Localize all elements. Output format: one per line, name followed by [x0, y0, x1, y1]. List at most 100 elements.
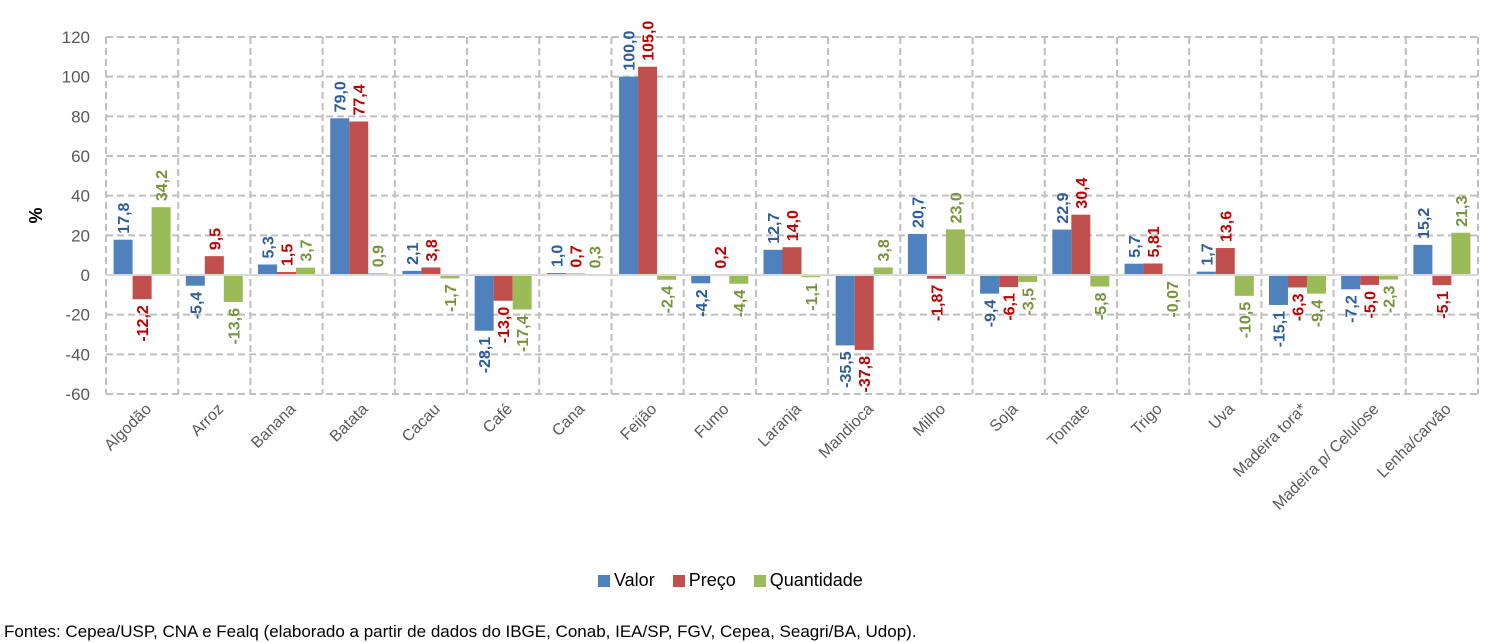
data-label-valor: -28,1	[477, 337, 494, 374]
data-label-quantidade: 0,3	[587, 246, 604, 268]
data-label-preço: -6,3	[1290, 293, 1307, 321]
data-label-preço: 0,2	[713, 246, 730, 268]
y-tick-label: 80	[71, 107, 90, 126]
bar-preço	[493, 275, 513, 301]
y-tick-label: 120	[62, 28, 90, 47]
data-label-quantidade: 34,2	[154, 170, 171, 201]
x-category-label: Soja	[987, 401, 1022, 436]
y-tick-label: 0	[81, 266, 90, 285]
legend-label-preco: Preço	[688, 570, 736, 590]
bar-quantidade	[657, 275, 677, 280]
data-label-quantidade: -9,4	[1309, 300, 1326, 328]
x-category-label: Uva	[1206, 401, 1238, 433]
data-label-quantidade: -13,6	[226, 308, 243, 345]
x-category-label: Laranja	[755, 401, 805, 451]
data-label-quantidade: 21,3	[1454, 196, 1471, 227]
data-label-valor: 5,3	[261, 236, 278, 258]
data-label-preço: 1,5	[280, 244, 297, 266]
bar-valor	[835, 275, 855, 346]
y-tick-label: 40	[71, 187, 90, 206]
x-category-label: Feijão	[618, 401, 661, 444]
bar-valor	[474, 275, 494, 331]
y-tick-label: -40	[65, 345, 90, 364]
bar-preço	[349, 121, 369, 276]
data-label-valor: 20,7	[910, 197, 927, 228]
data-label-preço: -13,0	[496, 307, 513, 344]
x-category-label: Arroz	[188, 401, 227, 440]
bar-preço	[132, 275, 152, 300]
bar-preço	[204, 256, 224, 275]
bar-preço	[854, 275, 874, 350]
data-label-valor: 100,0	[622, 31, 639, 71]
bar-quantidade	[1379, 275, 1399, 280]
bar-preço	[1432, 275, 1452, 286]
data-label-valor: 2,1	[405, 242, 422, 264]
data-label-quantidade: 3,7	[299, 239, 316, 261]
data-label-preço: -1,87	[929, 285, 946, 322]
data-label-valor: -7,2	[1344, 295, 1361, 323]
bar-preço	[1143, 263, 1163, 275]
data-label-quantidade: -1,1	[804, 283, 821, 311]
bar-valor	[763, 249, 783, 275]
bar-quantidade	[296, 267, 316, 275]
bar-preço	[1360, 275, 1380, 285]
data-label-valor: 1,7	[1199, 243, 1216, 265]
legend-label-valor: Valor	[614, 570, 655, 590]
y-tick-label: 100	[62, 68, 90, 87]
data-label-preço: 9,5	[207, 228, 224, 250]
data-label-valor: -15,1	[1271, 311, 1288, 348]
bar-valor	[1413, 244, 1433, 275]
bar-quantidade	[1306, 275, 1326, 294]
data-label-preço: -37,8	[857, 356, 874, 393]
bar-quantidade	[151, 207, 171, 275]
x-category-label: Batata	[327, 401, 372, 446]
bar-quantidade	[729, 275, 749, 284]
bar-preço	[277, 272, 297, 275]
bar-preço	[1071, 214, 1091, 275]
y-tick-label: -20	[65, 306, 90, 325]
data-label-valor: 22,9	[1055, 192, 1072, 223]
bar-valor	[980, 275, 1000, 294]
data-label-preço: 0,7	[568, 245, 585, 267]
bar-valor	[1341, 275, 1361, 290]
bar-quantidade	[873, 267, 893, 275]
data-label-valor: -9,4	[983, 300, 1000, 328]
data-label-quantidade: -1,7	[443, 284, 460, 312]
x-category-label: Algodão	[101, 401, 155, 455]
data-labels: 17,8 -5,4 5,3 79,0 2,1 -28,1 1,0 100,0 -4,2 12,7 -…	[116, 21, 1471, 393]
bar-valor	[1124, 263, 1144, 275]
x-category-label: Mandioca	[816, 401, 877, 462]
x-category-label: Tomate	[1045, 401, 1094, 450]
bar-preço	[1287, 275, 1307, 288]
data-label-valor: 79,0	[333, 81, 350, 112]
legend-swatch-valor	[598, 574, 610, 587]
data-label-quantidade: -17,4	[515, 315, 532, 352]
bar-valor	[185, 275, 205, 286]
source-note: Fontes: Cepea/USP, CNA e Fealq (elaborad…	[4, 622, 917, 641]
bar-preço	[421, 267, 441, 275]
data-label-quantidade: -2,4	[660, 286, 677, 314]
legend-label-quantidade: Quantidade	[769, 570, 863, 590]
legend-swatch-preco	[672, 574, 685, 587]
bar-valor	[907, 233, 927, 275]
legend: Valor Preço Quantidade	[598, 570, 863, 591]
bar-preço	[1215, 248, 1235, 275]
bar-quantidade	[512, 275, 532, 310]
data-label-preço: -5,0	[1363, 291, 1380, 319]
x-category-label: Cana	[549, 401, 588, 440]
bar-valor	[619, 76, 639, 276]
x-category-label: Trigo	[1129, 401, 1166, 438]
data-label-quantidade: -5,8	[1093, 292, 1110, 320]
data-label-quantidade: 3,8	[876, 239, 893, 261]
data-label-preço: 13,6	[1218, 211, 1235, 242]
bar-valor	[1268, 275, 1288, 305]
bar-preço	[999, 275, 1019, 288]
bar-quantidade	[1090, 275, 1110, 287]
legend-item-quantidade: Quantidade	[753, 570, 863, 591]
data-label-valor: 17,8	[116, 202, 133, 233]
data-label-quantidade: -0,07	[1165, 281, 1182, 318]
data-label-preço: 30,4	[1074, 177, 1091, 208]
y-tick-label: -60	[65, 385, 90, 404]
bar-quantidade	[1234, 275, 1254, 296]
y-tick-label: 60	[71, 147, 90, 166]
